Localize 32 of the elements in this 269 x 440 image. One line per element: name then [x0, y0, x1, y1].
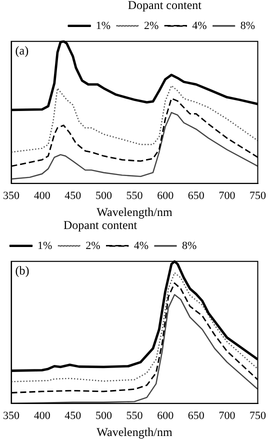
- legend-label: 1%: [96, 20, 111, 32]
- x-tick-label: 400: [34, 190, 51, 202]
- annotation: (b): [15, 264, 30, 278]
- legend-label: 8%: [240, 20, 256, 32]
- x-axis-title: Wavelength/nm: [96, 204, 173, 219]
- legend-label: 1%: [38, 240, 52, 252]
- x-tick-label: 350: [3, 410, 20, 422]
- x-axis-title: Wavelength/nm: [96, 424, 173, 439]
- x-tick-label: 700: [218, 190, 236, 202]
- legend-label: 2%: [86, 240, 100, 252]
- legend-label: 2%: [144, 20, 159, 32]
- x-tick-label: 450: [64, 190, 82, 202]
- x-tick-label: 650: [188, 190, 205, 202]
- x-tick-label: 550: [126, 410, 144, 422]
- legend-label: 4%: [134, 240, 148, 252]
- x-tick-label: 550: [126, 190, 144, 202]
- x-tick-label: 500: [95, 190, 112, 202]
- x-tick-label: 350: [3, 190, 20, 202]
- x-tick-label: 650: [188, 410, 205, 422]
- legend-label: 8%: [182, 240, 197, 252]
- annotation: (a): [15, 44, 29, 58]
- x-tick-label: 600: [157, 190, 174, 202]
- x-tick-label: 450: [64, 410, 82, 422]
- x-tick-label: 750: [250, 190, 266, 202]
- x-tick-label: 700: [218, 410, 236, 422]
- legend-title: Dopant content: [128, 0, 202, 12]
- x-tick-label: 750: [250, 410, 266, 422]
- legend-label: 4%: [192, 20, 207, 32]
- x-tick-label: 400: [34, 410, 51, 422]
- legend-title: Dopant content: [64, 218, 138, 232]
- x-tick-label: 600: [157, 410, 174, 422]
- x-tick-label: 500: [95, 410, 112, 422]
